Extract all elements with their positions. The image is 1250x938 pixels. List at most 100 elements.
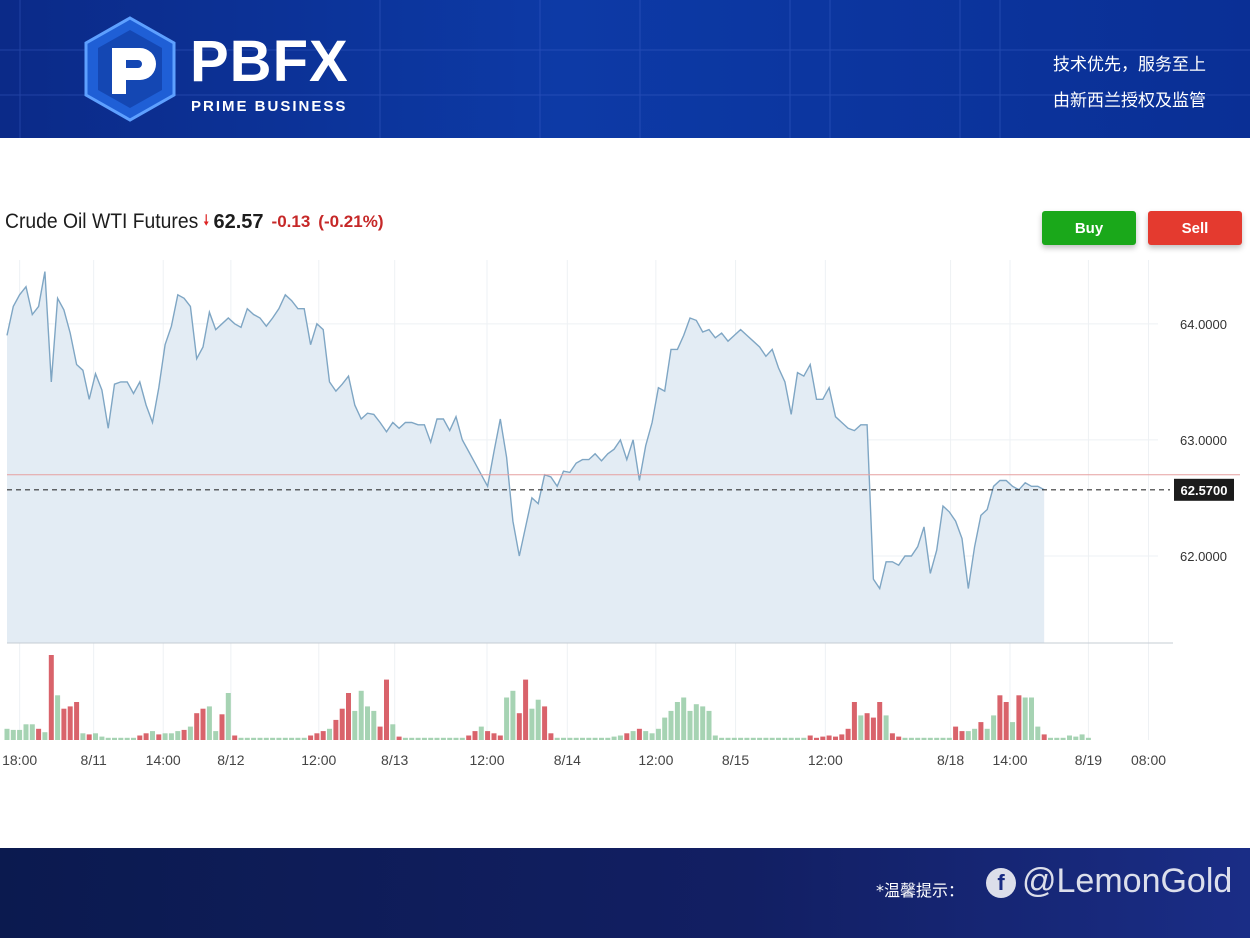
volume-bar: [213, 731, 219, 740]
volume-bar: [788, 737, 794, 740]
volume-bar: [472, 731, 478, 740]
volume-bar: [333, 719, 339, 740]
volume-bar: [402, 737, 408, 740]
volume-bar: [573, 737, 579, 740]
x-tick-label: 18:00: [2, 752, 37, 768]
volume-bar: [1048, 737, 1053, 740]
volume-bar: [485, 731, 491, 740]
volume-bar: [124, 737, 130, 740]
instrument-name: Crude Oil WTI Futures: [5, 210, 199, 233]
x-tick-label: 8/13: [381, 752, 408, 768]
volume-bar: [814, 737, 819, 740]
volume-bar: [567, 737, 573, 740]
volume-bar: [459, 737, 465, 740]
volume-bar: [55, 695, 61, 740]
volume-bar: [586, 737, 592, 740]
price-change-percent: (-0.21%): [318, 212, 384, 231]
volume-bar: [681, 697, 687, 740]
instrument-header: Crude Oil WTI Futures 🠗 62.57 -0.13 (-0.…: [5, 208, 383, 236]
volume-bar: [877, 702, 883, 740]
volume-bar: [725, 737, 731, 740]
volume-bar: [377, 726, 383, 740]
volume-bar: [282, 737, 288, 740]
brand-subtitle: PRIME BUSINESS: [191, 98, 348, 115]
price-change: -0.13: [271, 212, 311, 231]
volume-bar: [624, 733, 630, 740]
volume-bar: [390, 724, 396, 740]
volume-bar: [554, 737, 560, 740]
volume-bar: [150, 731, 155, 740]
volume-bar: [946, 737, 952, 740]
volume-bar: [118, 737, 124, 740]
volume-bar: [143, 733, 149, 740]
watermark-text: @LemonGold: [1022, 862, 1233, 900]
volume-bar: [592, 737, 598, 740]
volume-bar: [674, 702, 680, 740]
volume-bar: [156, 734, 162, 740]
price-chart[interactable]: 62.5700 64.0000 63.0000 62.0000 18:00 8/11 14:…: [0, 255, 1250, 775]
volume-bar: [415, 737, 421, 740]
volume-bar: [776, 737, 781, 740]
volume-bar: [864, 713, 870, 740]
volume-bar: [497, 735, 503, 740]
volume-bar: [1035, 726, 1041, 740]
volume-bar: [1029, 697, 1034, 740]
volume-bar: [74, 702, 80, 740]
volume-bar: [466, 735, 472, 740]
volume-bar: [1022, 697, 1028, 740]
volume-bar: [655, 728, 661, 740]
volume-bar: [219, 714, 225, 740]
volume-bar: [1085, 737, 1091, 740]
volume-bar: [763, 737, 769, 740]
current-price-label: 62.5700: [1181, 483, 1228, 498]
volume-bar: [630, 731, 636, 740]
volume-bar: [346, 693, 351, 740]
footer-tip: *温馨提示：: [876, 881, 965, 900]
x-tick-label: 12:00: [469, 752, 504, 768]
volume-bar: [991, 715, 997, 740]
arrow-down-icon: 🠗: [203, 211, 210, 229]
volume-bar: [384, 679, 389, 740]
banner-pattern: [0, 0, 1250, 138]
volume-bar: [232, 735, 238, 740]
volume-bar: [67, 706, 73, 740]
volume-bar: [738, 737, 744, 740]
volume-bar: [270, 737, 276, 740]
volume-bar: [643, 731, 649, 740]
volume-bar: [409, 737, 415, 740]
volume-bar: [504, 697, 510, 740]
volume-bar: [295, 737, 301, 740]
pbfx-logo-icon: [84, 16, 176, 122]
volume-bar: [365, 706, 370, 740]
watermark: f @LemonGold: [986, 862, 1232, 901]
sell-button[interactable]: Sell: [1148, 211, 1242, 245]
volume-bar: [839, 734, 845, 740]
header-banner: PBFX PRIME BUSINESS 技术优先，服务至上 由新西兰授权及监管: [0, 0, 1250, 138]
volume-bar: [42, 732, 48, 740]
volume-bar: [162, 733, 168, 740]
volume-bar: [263, 737, 269, 740]
price-area: [7, 271, 1045, 643]
volume-bar: [795, 737, 800, 740]
buy-button[interactable]: Buy: [1042, 211, 1136, 245]
volume-bar: [757, 737, 763, 740]
current-price-badge: [1174, 478, 1234, 501]
volume-bar: [940, 737, 946, 740]
volume-bar: [428, 737, 434, 740]
volume-bar: [510, 690, 516, 740]
instrument-price: 62.57: [213, 210, 264, 233]
volume-bar: [997, 695, 1003, 740]
x-tick-label: 8/14: [554, 752, 581, 768]
slogan-line-2: 由新西兰授权及监管: [1053, 91, 1206, 111]
volume-bar: [801, 737, 807, 740]
volume-bar: [352, 710, 358, 740]
volume-bar: [175, 731, 181, 740]
x-tick-label: 12:00: [301, 752, 336, 768]
volume-bar: [17, 729, 23, 740]
x-tick-label: 8/11: [81, 752, 107, 768]
volume-bar: [238, 737, 244, 740]
x-tick-label: 12:00: [808, 752, 843, 768]
volume-bar: [883, 715, 889, 740]
y-tick-label: 63.0000: [1180, 433, 1227, 448]
volume-bar: [99, 736, 105, 740]
